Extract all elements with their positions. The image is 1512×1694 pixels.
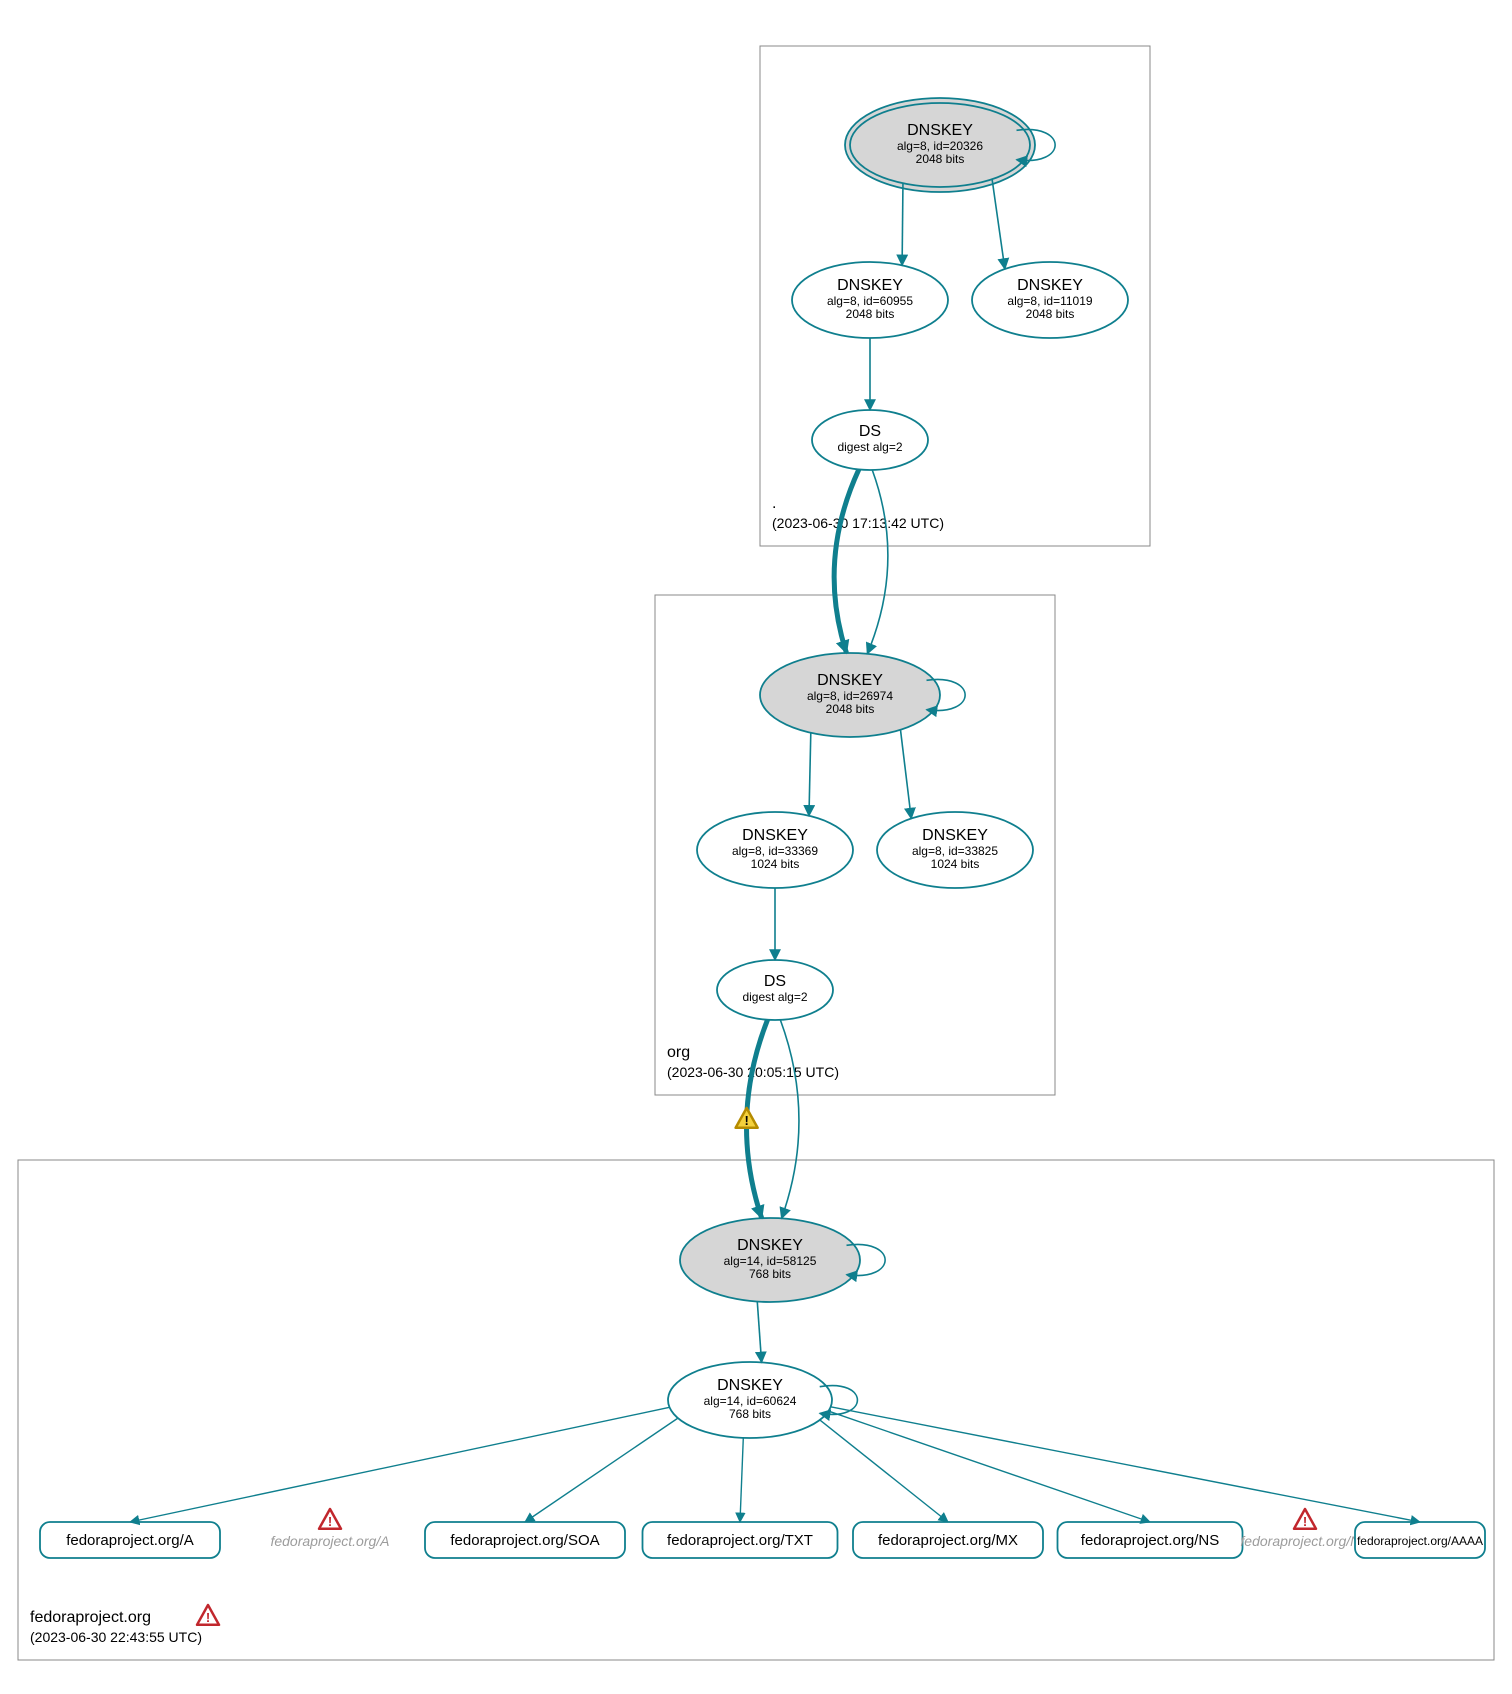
node-title: DNSKEY	[907, 122, 973, 139]
node-sub: digest alg=2	[742, 990, 807, 1004]
rrset: fedoraproject.org/AAAA	[1355, 1522, 1485, 1558]
edge	[757, 1302, 761, 1363]
edge	[834, 469, 859, 653]
node-title: DNSKEY	[817, 672, 883, 689]
rrset: fedoraproject.org/SOA	[425, 1522, 625, 1558]
rrset-ghost-label: fedoraproject.org/A	[270, 1533, 389, 1549]
rrset-label: fedoraproject.org/NS	[1081, 1532, 1219, 1549]
node-title: DNSKEY	[742, 827, 808, 844]
zone-label: fedoraproject.org	[30, 1609, 151, 1626]
zone-label: .	[772, 495, 776, 512]
node-title: DNSKEY	[737, 1237, 803, 1254]
warning-icon: !	[197, 1605, 219, 1625]
node-sub: 768 bits	[749, 1267, 791, 1281]
rrset: fedoraproject.org/MX	[853, 1522, 1043, 1558]
node-sub: alg=8, id=11019	[1007, 294, 1093, 308]
svg-text:!: !	[1303, 1514, 1307, 1529]
edge	[831, 1407, 1420, 1522]
node-sub: alg=8, id=26974	[807, 689, 893, 703]
rrset: fedoraproject.org/NS	[1058, 1522, 1243, 1558]
node-root-zsk1: DNSKEYalg=8, id=609552048 bits	[792, 262, 948, 338]
zone-label: org	[667, 1044, 690, 1061]
node-sub: 768 bits	[729, 1407, 771, 1421]
node-root-zsk2: DNSKEYalg=8, id=110192048 bits	[972, 262, 1128, 338]
node-title: DNSKEY	[717, 1377, 783, 1394]
node-title: DNSKEY	[837, 277, 903, 294]
warning-icon: !	[319, 1509, 341, 1529]
rrset: fedoraproject.org/TXT	[643, 1522, 838, 1558]
node-title: DS	[859, 423, 881, 440]
edge	[867, 470, 888, 654]
svg-text:!: !	[328, 1514, 332, 1529]
node-org-zsk1: DNSKEYalg=8, id=333691024 bits	[697, 812, 853, 888]
node-sub: 2048 bits	[1026, 307, 1075, 321]
edge	[828, 1411, 1150, 1522]
edge	[809, 733, 811, 816]
edge	[130, 1407, 670, 1522]
edge	[780, 1020, 799, 1218]
edge	[900, 730, 911, 819]
svg-text:!: !	[744, 1113, 748, 1128]
node-sub: alg=14, id=58125	[724, 1254, 817, 1268]
rrset-label: fedoraproject.org/SOA	[450, 1532, 599, 1549]
zone-timestamp: (2023-06-30 17:13:42 UTC)	[772, 515, 944, 531]
dnssec-diagram: .(2023-06-30 17:13:42 UTC)DNSKEYalg=8, i…	[0, 0, 1512, 1694]
rrset: ! fedoraproject.org/A	[270, 1509, 389, 1549]
node-org-zsk2: DNSKEYalg=8, id=338251024 bits	[877, 812, 1033, 888]
node-title: DNSKEY	[1017, 277, 1083, 294]
warning-icon: !	[736, 1108, 758, 1128]
node-root-ds: DSdigest alg=2	[812, 410, 928, 470]
rrset-label: fedoraproject.org/A	[66, 1532, 194, 1549]
node-org-ds: DSdigest alg=2	[717, 960, 833, 1020]
node-sub: 2048 bits	[826, 702, 875, 716]
node-fedora-ksk: DNSKEYalg=14, id=58125768 bits	[680, 1218, 885, 1302]
edge	[740, 1438, 743, 1522]
node-sub: 2048 bits	[846, 307, 895, 321]
node-org-ksk: DNSKEYalg=8, id=269742048 bits	[760, 653, 965, 737]
rrset-ghost-label: fedoraproject.org/NS	[1240, 1533, 1370, 1549]
rrset-label: fedoraproject.org/TXT	[667, 1532, 813, 1549]
zone-timestamp: (2023-06-30 22:43:55 UTC)	[30, 1629, 202, 1645]
node-root-ksk: DNSKEYalg=8, id=203262048 bits	[845, 98, 1055, 192]
node-sub: alg=14, id=60624	[704, 1394, 797, 1408]
node-sub: digest alg=2	[837, 440, 902, 454]
node-sub: alg=8, id=33825	[912, 844, 998, 858]
svg-text:!: !	[206, 1610, 210, 1625]
rrset: ! fedoraproject.org/NS	[1240, 1509, 1370, 1549]
node-sub: 2048 bits	[916, 152, 965, 166]
rrset-label: fedoraproject.org/MX	[878, 1532, 1018, 1549]
rrset-label: fedoraproject.org/AAAA	[1357, 1534, 1483, 1548]
edge	[820, 1420, 948, 1522]
edge	[902, 183, 903, 265]
node-sub: alg=8, id=33369	[732, 844, 818, 858]
edge	[992, 179, 1005, 269]
node-title: DS	[764, 973, 786, 990]
node-sub: alg=8, id=20326	[897, 139, 983, 153]
warning-icon: !	[1294, 1509, 1316, 1529]
node-sub: 1024 bits	[751, 857, 800, 871]
node-sub: alg=8, id=60955	[827, 294, 913, 308]
node-sub: 1024 bits	[931, 857, 980, 871]
rrset: fedoraproject.org/A	[40, 1522, 220, 1558]
node-title: DNSKEY	[922, 827, 988, 844]
